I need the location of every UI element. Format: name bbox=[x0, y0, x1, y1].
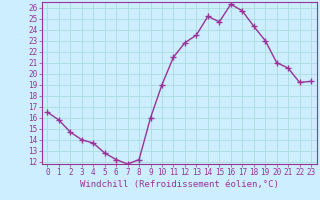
X-axis label: Windchill (Refroidissement éolien,°C): Windchill (Refroidissement éolien,°C) bbox=[80, 180, 279, 189]
